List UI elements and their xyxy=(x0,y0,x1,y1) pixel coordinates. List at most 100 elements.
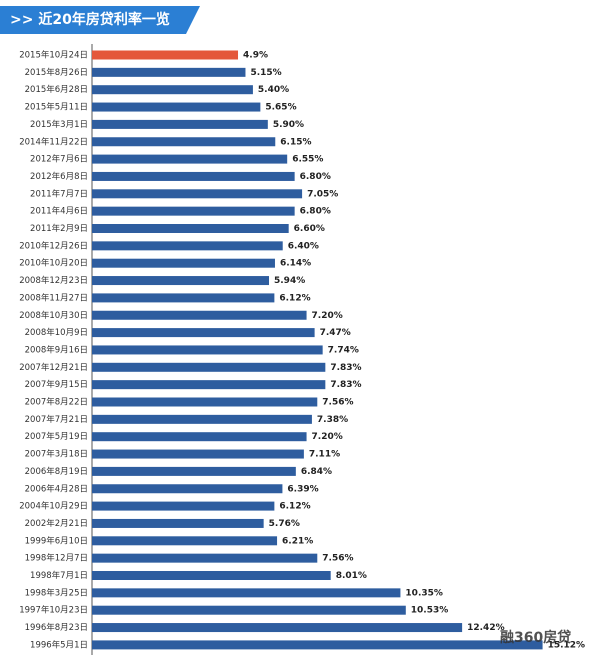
y-tick-label: 2011年4月6日 xyxy=(30,206,88,217)
value-label: 10.53% xyxy=(411,606,449,616)
bar xyxy=(92,553,318,563)
bar xyxy=(92,588,401,598)
value-label: 7.20% xyxy=(312,311,343,321)
y-tick-label: 2010年10月20日 xyxy=(19,258,88,269)
bar xyxy=(92,449,304,459)
bar xyxy=(92,171,295,181)
y-tick-label: 2015年5月11日 xyxy=(25,102,88,113)
value-label: 12.42% xyxy=(467,623,505,633)
y-tick-label: 2012年7月6日 xyxy=(30,154,88,165)
value-label: 7.56% xyxy=(322,398,353,408)
y-tick-label: 2010年12月26日 xyxy=(19,240,88,251)
value-label: 6.12% xyxy=(279,502,310,512)
value-label: 7.56% xyxy=(322,554,353,564)
y-tick-label: 1997年10月23日 xyxy=(19,605,88,616)
bar xyxy=(92,154,288,164)
bar xyxy=(92,276,270,286)
y-tick-label: 2006年4月28日 xyxy=(25,483,88,494)
value-label: 7.47% xyxy=(320,328,351,338)
bar xyxy=(92,397,318,407)
value-label: 5.65% xyxy=(265,103,296,113)
y-tick-label: 2011年2月9日 xyxy=(30,223,88,234)
bar xyxy=(92,345,323,355)
bar xyxy=(92,380,326,390)
bar xyxy=(92,241,283,251)
title-banner xyxy=(0,6,200,34)
value-label: 5.90% xyxy=(273,120,304,130)
watermark: 融360房贷 xyxy=(500,629,571,646)
y-tick-label: 2008年11月27日 xyxy=(19,292,88,303)
y-tick-label: 2008年10月9日 xyxy=(25,327,88,338)
value-label: 6.40% xyxy=(288,241,319,251)
y-tick-label: 2008年10月30日 xyxy=(19,310,88,321)
bar xyxy=(92,605,406,615)
value-label: 7.05% xyxy=(307,189,338,199)
value-label: 7.38% xyxy=(317,415,348,425)
value-label: 5.94% xyxy=(274,276,305,286)
bar xyxy=(92,293,275,303)
y-tick-label: 2007年7月21日 xyxy=(25,414,88,425)
value-label: 7.83% xyxy=(330,363,361,373)
y-tick-label: 2007年9月15日 xyxy=(25,379,88,390)
value-label: 6.39% xyxy=(287,484,318,494)
value-label: 5.15% xyxy=(250,68,281,78)
y-tick-label: 2015年3月1日 xyxy=(30,119,88,130)
chart-title: >> 近20年房贷利率一览 xyxy=(10,11,170,28)
bar xyxy=(92,50,239,60)
bar xyxy=(92,536,278,546)
value-label: 6.80% xyxy=(300,172,331,182)
value-label: 10.35% xyxy=(405,588,443,598)
value-label: 8.01% xyxy=(336,571,367,581)
y-tick-label: 2011年7月7日 xyxy=(30,188,88,199)
bar xyxy=(92,102,261,112)
y-tick-label: 2012年6月8日 xyxy=(30,171,88,182)
bar xyxy=(92,623,463,633)
value-label: 6.84% xyxy=(301,467,332,477)
y-tick-label: 2015年6月28日 xyxy=(25,84,88,95)
y-tick-label: 1996年5月1日 xyxy=(30,639,88,650)
bar xyxy=(92,484,283,494)
bar xyxy=(92,137,276,147)
bar xyxy=(92,640,543,650)
value-label: 15.12% xyxy=(548,640,586,650)
bar xyxy=(92,518,264,528)
bar xyxy=(92,414,312,424)
y-tick-label: 2006年8月19日 xyxy=(25,466,88,477)
value-label: 5.76% xyxy=(269,519,300,529)
bar xyxy=(92,67,246,77)
bar xyxy=(92,432,307,442)
y-tick-label: 1998年7月1日 xyxy=(30,570,88,581)
bar xyxy=(92,224,289,233)
y-tick-label: 2002年2月21日 xyxy=(25,518,88,529)
bar xyxy=(92,189,303,199)
bar xyxy=(92,328,315,338)
value-label: 6.55% xyxy=(292,155,323,165)
value-label: 6.60% xyxy=(294,224,325,234)
bar xyxy=(92,571,331,580)
y-tick-label: 2007年12月21日 xyxy=(19,362,88,373)
y-tick-label: 2004年10月29日 xyxy=(19,501,88,512)
y-tick-label: 2015年8月26日 xyxy=(25,67,88,78)
value-label: 6.15% xyxy=(280,137,311,147)
bar xyxy=(92,466,296,476)
value-label: 6.12% xyxy=(279,293,310,303)
value-label: 6.80% xyxy=(300,207,331,217)
y-tick-label: 1996年8月23日 xyxy=(25,622,88,633)
y-tick-label: 2015年10月24日 xyxy=(19,50,88,61)
bar xyxy=(92,258,275,268)
value-label: 7.74% xyxy=(328,345,359,355)
value-label: 7.11% xyxy=(309,450,340,460)
value-label: 4.9% xyxy=(243,51,268,61)
value-label: 7.20% xyxy=(312,432,343,442)
y-tick-label: 2007年3月18日 xyxy=(25,449,88,460)
y-tick-label: 2008年9月16日 xyxy=(25,344,88,355)
y-tick-label: 1999年6月10日 xyxy=(25,535,88,546)
value-label: 5.40% xyxy=(258,85,289,95)
bar xyxy=(92,206,295,216)
value-label: 7.83% xyxy=(330,380,361,390)
bar xyxy=(92,119,268,129)
y-tick-label: 1998年3月25日 xyxy=(25,587,88,598)
bar xyxy=(92,310,307,320)
